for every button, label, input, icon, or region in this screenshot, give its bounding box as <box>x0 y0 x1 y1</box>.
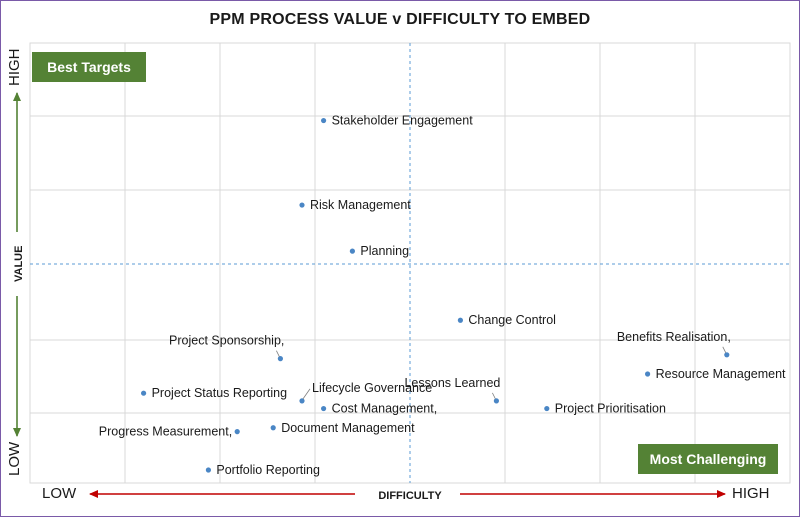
label-leader-line <box>276 350 280 357</box>
data-label: Planning <box>360 244 409 258</box>
y-axis-low-label: LOW <box>6 441 23 476</box>
data-label: Lifecycle Governance <box>312 381 432 395</box>
x-axis-low-label: LOW <box>42 485 77 502</box>
data-point <box>299 202 305 208</box>
best-targets-badge: Best Targets <box>32 52 146 82</box>
data-point <box>205 467 211 473</box>
data-point <box>544 405 550 412</box>
data-point <box>493 398 499 404</box>
data-point <box>270 425 276 431</box>
data-point <box>141 390 147 396</box>
data-label: Risk Management <box>310 198 411 212</box>
data-label: Change Control <box>468 313 556 327</box>
quadrant-dividers <box>30 43 790 483</box>
data-label: Progress Measurement, <box>99 425 232 439</box>
data-label: Stakeholder Engagement <box>332 114 474 128</box>
data-point <box>234 429 240 435</box>
x-axis-high-label: HIGH <box>732 485 770 502</box>
label-leader-line <box>302 388 311 400</box>
label-leader-line <box>492 392 496 400</box>
data-point <box>321 405 327 412</box>
data-label: Project Status Reporting <box>152 386 288 400</box>
data-label: Benefits Realisation, <box>617 330 731 344</box>
data-point <box>645 371 651 377</box>
data-point <box>277 356 283 362</box>
x-axis-title: DIFFICULTY <box>378 490 442 502</box>
data-point <box>299 398 305 404</box>
most-challenging-badge: Most Challenging <box>638 444 778 474</box>
data-label: Document Management <box>281 421 415 435</box>
data-point <box>724 352 730 358</box>
label-leader-line <box>722 346 727 353</box>
data-label: Project Prioritisation <box>555 402 666 416</box>
data-label: Project Sponsorship, <box>169 334 284 348</box>
data-label: Lessons Learned <box>404 376 500 390</box>
axis-arrows <box>13 92 726 498</box>
data-point <box>349 248 355 254</box>
y-axis-high-label: HIGH <box>6 48 23 87</box>
data-label: Portfolio Reporting <box>216 463 320 477</box>
grid-lines <box>29 42 791 484</box>
data-point <box>321 117 327 124</box>
data-label: Cost Management, <box>332 402 438 416</box>
y-axis-title: VALUE <box>13 245 25 282</box>
data-label: Resource Management <box>656 367 786 381</box>
data-point <box>457 317 463 323</box>
chart-title: PPM PROCESS VALUE v DIFFICULTY TO EMBED <box>209 11 591 28</box>
data-points: Stakeholder Engagement Risk Management Pla… <box>99 114 786 477</box>
